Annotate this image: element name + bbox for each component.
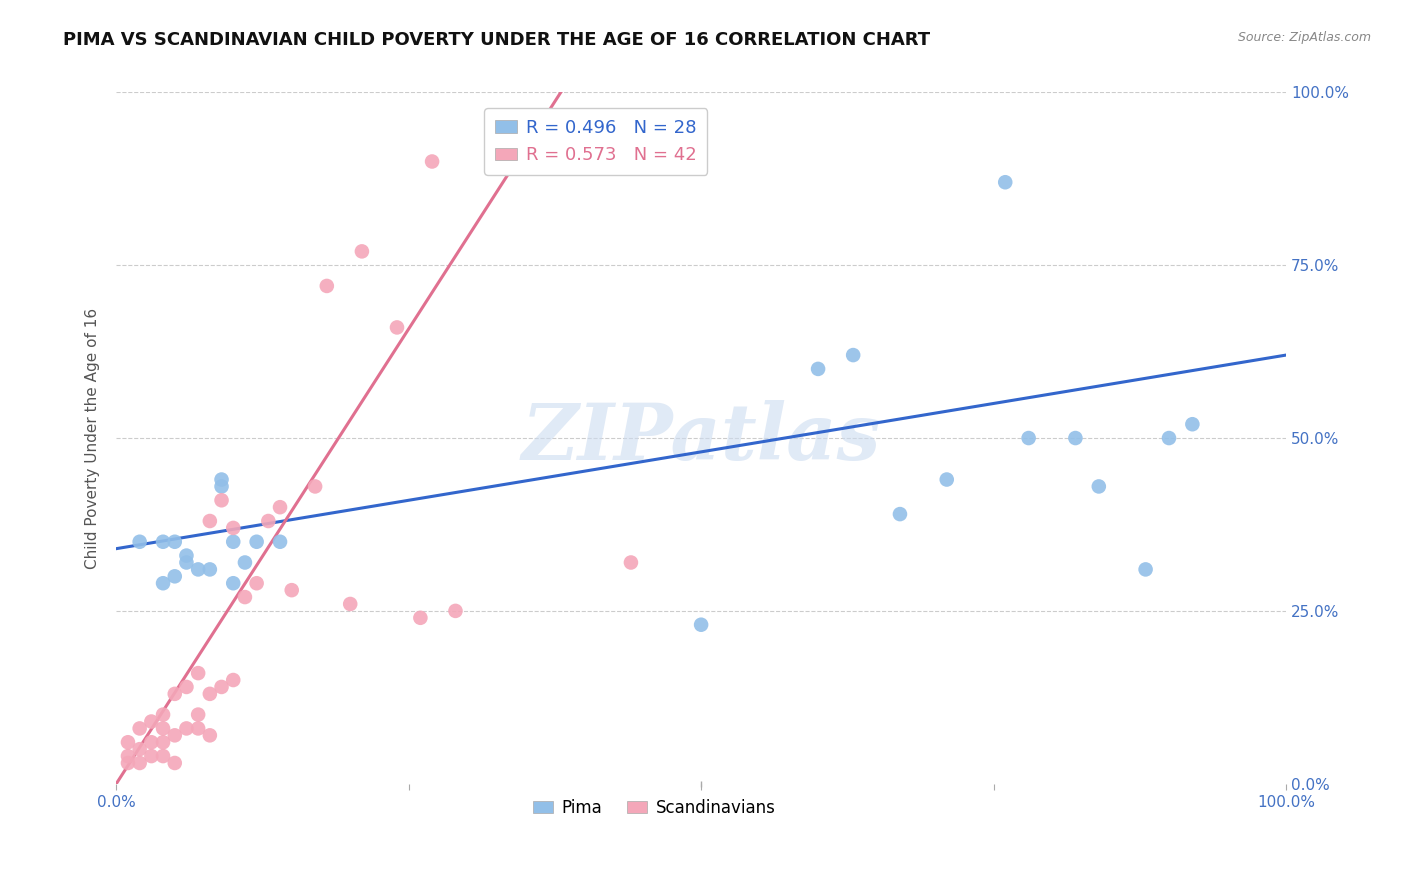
Point	[211, 680, 233, 694]
Point	[409, 611, 432, 625]
Point	[1181, 417, 1204, 432]
Point	[198, 562, 221, 576]
Point	[198, 514, 221, 528]
Point	[128, 722, 150, 736]
Point	[141, 749, 163, 764]
Point	[807, 362, 830, 376]
Point	[690, 617, 713, 632]
Legend: Pima, Scandinavians: Pima, Scandinavians	[526, 792, 782, 824]
Point	[187, 562, 209, 576]
Point	[176, 680, 198, 694]
Text: Source: ZipAtlas.com: Source: ZipAtlas.com	[1237, 31, 1371, 45]
Point	[176, 549, 198, 563]
Point	[152, 534, 174, 549]
Point	[304, 479, 326, 493]
Point	[1088, 479, 1111, 493]
Point	[246, 576, 269, 591]
Point	[187, 707, 209, 722]
Point	[385, 320, 408, 334]
Point	[176, 722, 198, 736]
Point	[141, 714, 163, 729]
Point	[152, 735, 174, 749]
Point	[152, 722, 174, 736]
Point	[163, 569, 186, 583]
Point	[163, 728, 186, 742]
Point	[315, 279, 337, 293]
Text: PIMA VS SCANDINAVIAN CHILD POVERTY UNDER THE AGE OF 16 CORRELATION CHART: PIMA VS SCANDINAVIAN CHILD POVERTY UNDER…	[63, 31, 931, 49]
Y-axis label: Child Poverty Under the Age of 16: Child Poverty Under the Age of 16	[86, 308, 100, 568]
Point	[152, 576, 174, 591]
Point	[187, 722, 209, 736]
Point	[246, 534, 269, 549]
Point	[211, 493, 233, 508]
Point	[117, 735, 139, 749]
Point	[163, 687, 186, 701]
Point	[152, 707, 174, 722]
Point	[257, 514, 280, 528]
Point	[128, 756, 150, 770]
Text: ZIPatlas: ZIPatlas	[522, 400, 880, 476]
Point	[211, 479, 233, 493]
Point	[889, 507, 911, 521]
Point	[128, 742, 150, 756]
Point	[222, 521, 245, 535]
Point	[420, 154, 443, 169]
Point	[222, 534, 245, 549]
Point	[269, 534, 291, 549]
Point	[620, 556, 643, 570]
Point	[117, 749, 139, 764]
Point	[1135, 562, 1157, 576]
Point	[1064, 431, 1087, 445]
Point	[444, 604, 467, 618]
Point	[141, 735, 163, 749]
Point	[339, 597, 361, 611]
Point	[1018, 431, 1040, 445]
Point	[163, 756, 186, 770]
Point	[163, 534, 186, 549]
Point	[280, 583, 302, 598]
Point	[198, 687, 221, 701]
Point	[222, 576, 245, 591]
Point	[994, 175, 1017, 189]
Point	[198, 728, 221, 742]
Point	[233, 556, 256, 570]
Point	[1157, 431, 1180, 445]
Point	[187, 666, 209, 681]
Point	[842, 348, 865, 362]
Point	[222, 673, 245, 687]
Point	[152, 749, 174, 764]
Point	[176, 556, 198, 570]
Point	[233, 590, 256, 604]
Point	[269, 500, 291, 515]
Point	[117, 756, 139, 770]
Point	[211, 473, 233, 487]
Point	[128, 534, 150, 549]
Point	[935, 473, 957, 487]
Point	[350, 244, 373, 259]
